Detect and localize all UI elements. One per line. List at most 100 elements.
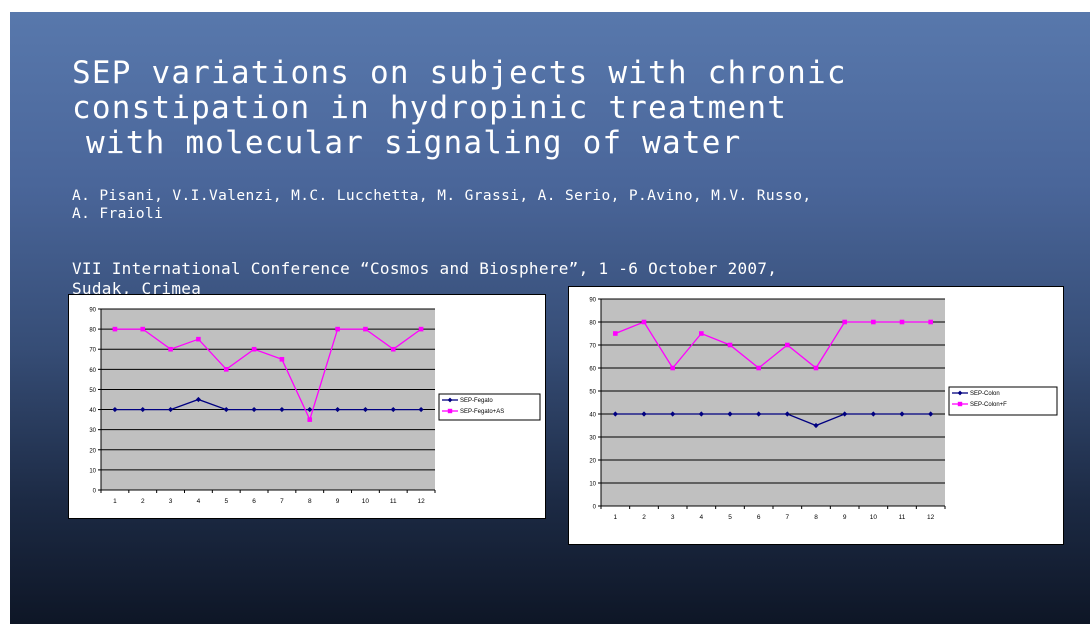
- x-tick-label: 11: [899, 514, 906, 521]
- authors-line: A. Pisani, V.I.Valenzi, M.C. Lucchetta, …: [72, 188, 812, 204]
- x-tick-label: 1: [614, 514, 618, 521]
- data-point: [899, 411, 905, 417]
- data-point: [727, 342, 733, 348]
- x-tick-label: 3: [169, 498, 173, 505]
- data-point: [928, 411, 934, 417]
- data-point: [112, 326, 118, 332]
- data-point: [613, 331, 618, 336]
- chart-fegato: 0 10 20 30 40 50 60 70 80 90 1 2 3 4 5 6 7 8 9 10 11 12 SEP-Fe…: [68, 294, 546, 519]
- slide-title: SEP variations on subjects with chronic …: [72, 56, 847, 161]
- conference-line: VII International Conference “Cosmos and…: [72, 259, 778, 278]
- y-tick-label: 50: [589, 390, 596, 396]
- data-point: [870, 411, 876, 417]
- legend-label: SEP-Fegato: [460, 398, 493, 404]
- x-tick-label: 6: [252, 498, 256, 505]
- data-point: [670, 365, 675, 371]
- title-line: SEP variations on subjects with chronic: [72, 55, 847, 91]
- x-tick-label: 11: [390, 498, 397, 505]
- y-tick-label: 20: [89, 448, 96, 454]
- chart-colon: 0 10 20 30 40 50 60 70 80 90 1 2 3 4 5 6 7 8 9 10 11 12 SEP-Co…: [568, 286, 1064, 545]
- data-point: [612, 411, 618, 417]
- data-point: [641, 411, 647, 417]
- x-tick-label: 10: [870, 514, 878, 521]
- legend: [438, 393, 541, 421]
- data-point: [251, 346, 257, 352]
- x-tick-label: 9: [843, 514, 847, 521]
- conference: VII International Conference “Cosmos and…: [72, 259, 777, 299]
- data-point: [842, 411, 848, 417]
- data-point: [871, 319, 876, 325]
- data-point: [784, 411, 790, 417]
- y-tick-label: 80: [589, 321, 596, 327]
- data-point: [785, 342, 790, 348]
- data-point: [307, 406, 313, 413]
- legend-marker: [957, 390, 963, 396]
- x-tick-label: 5: [728, 514, 732, 521]
- title-line: with molecular signaling of water: [86, 125, 742, 161]
- y-tick-label: 0: [593, 505, 597, 511]
- x-tick-label: 5: [224, 498, 228, 505]
- series-line-sep-colon: [615, 413, 931, 427]
- x-tick-label: 7: [280, 498, 284, 505]
- data-point: [813, 365, 819, 371]
- x-tick-label: 10: [362, 498, 370, 505]
- series-line-sep-colon+f: [615, 321, 931, 370]
- title-line: constipation in hydropinic treatment: [72, 90, 788, 126]
- x-tick-label: 3: [671, 514, 675, 521]
- y-tick-label: 50: [89, 388, 96, 394]
- data-point: [756, 365, 761, 371]
- legend: [948, 386, 1058, 416]
- y-tick-label: 80: [89, 328, 96, 334]
- y-tick-label: 90: [89, 308, 96, 314]
- y-tick-label: 20: [589, 459, 596, 465]
- y-tick-label: 30: [589, 436, 596, 442]
- authors-line: A. Fraioli: [72, 206, 164, 222]
- y-tick-label: 10: [89, 468, 96, 474]
- data-point: [813, 422, 819, 429]
- legend-marker: [957, 401, 963, 407]
- y-tick-label: 60: [589, 367, 596, 373]
- authors: A. Pisani, V.I.Valenzi, M.C. Lucchetta, …: [72, 187, 812, 223]
- legend-label: SEP-Fegato+AS: [460, 409, 504, 415]
- conference-line: Sudak, Crimea: [72, 279, 202, 298]
- data-point: [335, 326, 340, 332]
- x-tick-label: 7: [786, 514, 790, 521]
- y-tick-label: 90: [589, 298, 596, 304]
- legend-marker: [447, 408, 453, 414]
- data-point: [196, 336, 201, 342]
- x-tick-label: 8: [814, 514, 818, 521]
- x-tick-label: 4: [197, 498, 201, 505]
- data-point: [390, 346, 396, 352]
- series-line-sep-fegato+as: [114, 328, 422, 422]
- data-point: [195, 396, 202, 403]
- data-point: [363, 326, 368, 332]
- data-point: [699, 331, 704, 336]
- slide: SEP variations on subjects with chronic …: [10, 12, 1090, 624]
- x-tick-label: 9: [336, 498, 340, 505]
- x-tick-label: 12: [927, 514, 935, 521]
- y-tick-label: 40: [89, 408, 96, 414]
- y-tick-label: 30: [89, 428, 96, 434]
- data-point: [140, 326, 146, 332]
- data-point: [390, 406, 396, 413]
- data-point: [307, 417, 313, 422]
- data-point: [899, 319, 905, 325]
- y-tick-label: 70: [89, 348, 96, 354]
- data-point: [279, 356, 285, 362]
- legend-label: SEP-Colon: [970, 391, 1000, 397]
- data-point: [251, 406, 257, 413]
- legend-label: SEP-Colon+F: [970, 402, 1007, 408]
- data-point: [223, 367, 229, 372]
- data-point: [418, 326, 424, 332]
- data-point: [698, 411, 704, 417]
- data-point: [842, 319, 847, 325]
- data-point: [641, 319, 647, 325]
- data-point: [727, 411, 733, 417]
- y-tick-label: 10: [589, 482, 596, 488]
- x-tick-label: 6: [757, 514, 761, 521]
- x-tick-label: 1: [113, 498, 117, 505]
- y-tick-label: 0: [93, 489, 97, 495]
- x-tick-label: 12: [417, 498, 425, 505]
